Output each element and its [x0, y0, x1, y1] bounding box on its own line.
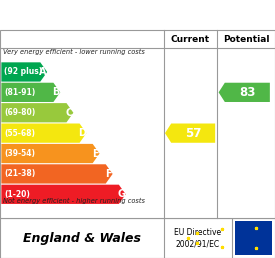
Text: (1-20): (1-20): [4, 190, 30, 199]
Polygon shape: [1, 62, 47, 82]
Text: 83: 83: [239, 86, 255, 99]
Text: F: F: [105, 169, 112, 179]
Text: E: E: [92, 149, 99, 158]
Polygon shape: [1, 185, 126, 204]
Text: England & Wales: England & Wales: [23, 231, 141, 245]
Text: (21-38): (21-38): [4, 170, 35, 179]
Text: Current: Current: [171, 35, 210, 44]
Text: (39-54): (39-54): [4, 149, 35, 158]
Polygon shape: [165, 124, 215, 143]
Text: (69-80): (69-80): [4, 108, 35, 117]
Polygon shape: [1, 83, 60, 102]
Text: G: G: [118, 189, 126, 199]
Text: Very energy efficient - lower running costs: Very energy efficient - lower running co…: [3, 49, 145, 55]
Text: D: D: [78, 128, 86, 138]
Text: Energy Efficiency Rating: Energy Efficiency Rating: [36, 8, 239, 23]
Polygon shape: [1, 124, 86, 143]
Text: Potential: Potential: [223, 35, 270, 44]
Polygon shape: [1, 164, 113, 183]
Text: C: C: [66, 108, 73, 118]
Text: EU Directive
2002/91/EC: EU Directive 2002/91/EC: [174, 228, 222, 248]
Polygon shape: [219, 83, 270, 102]
Polygon shape: [1, 144, 100, 163]
Bar: [235, 221, 272, 255]
Text: (55-68): (55-68): [4, 129, 35, 138]
Polygon shape: [1, 103, 73, 122]
Text: (92 plus): (92 plus): [4, 67, 42, 76]
Text: B: B: [53, 87, 60, 97]
Text: Not energy efficient - higher running costs: Not energy efficient - higher running co…: [3, 197, 145, 204]
Text: A: A: [39, 67, 47, 77]
Text: 57: 57: [185, 127, 201, 140]
Text: (81-91): (81-91): [4, 88, 35, 97]
